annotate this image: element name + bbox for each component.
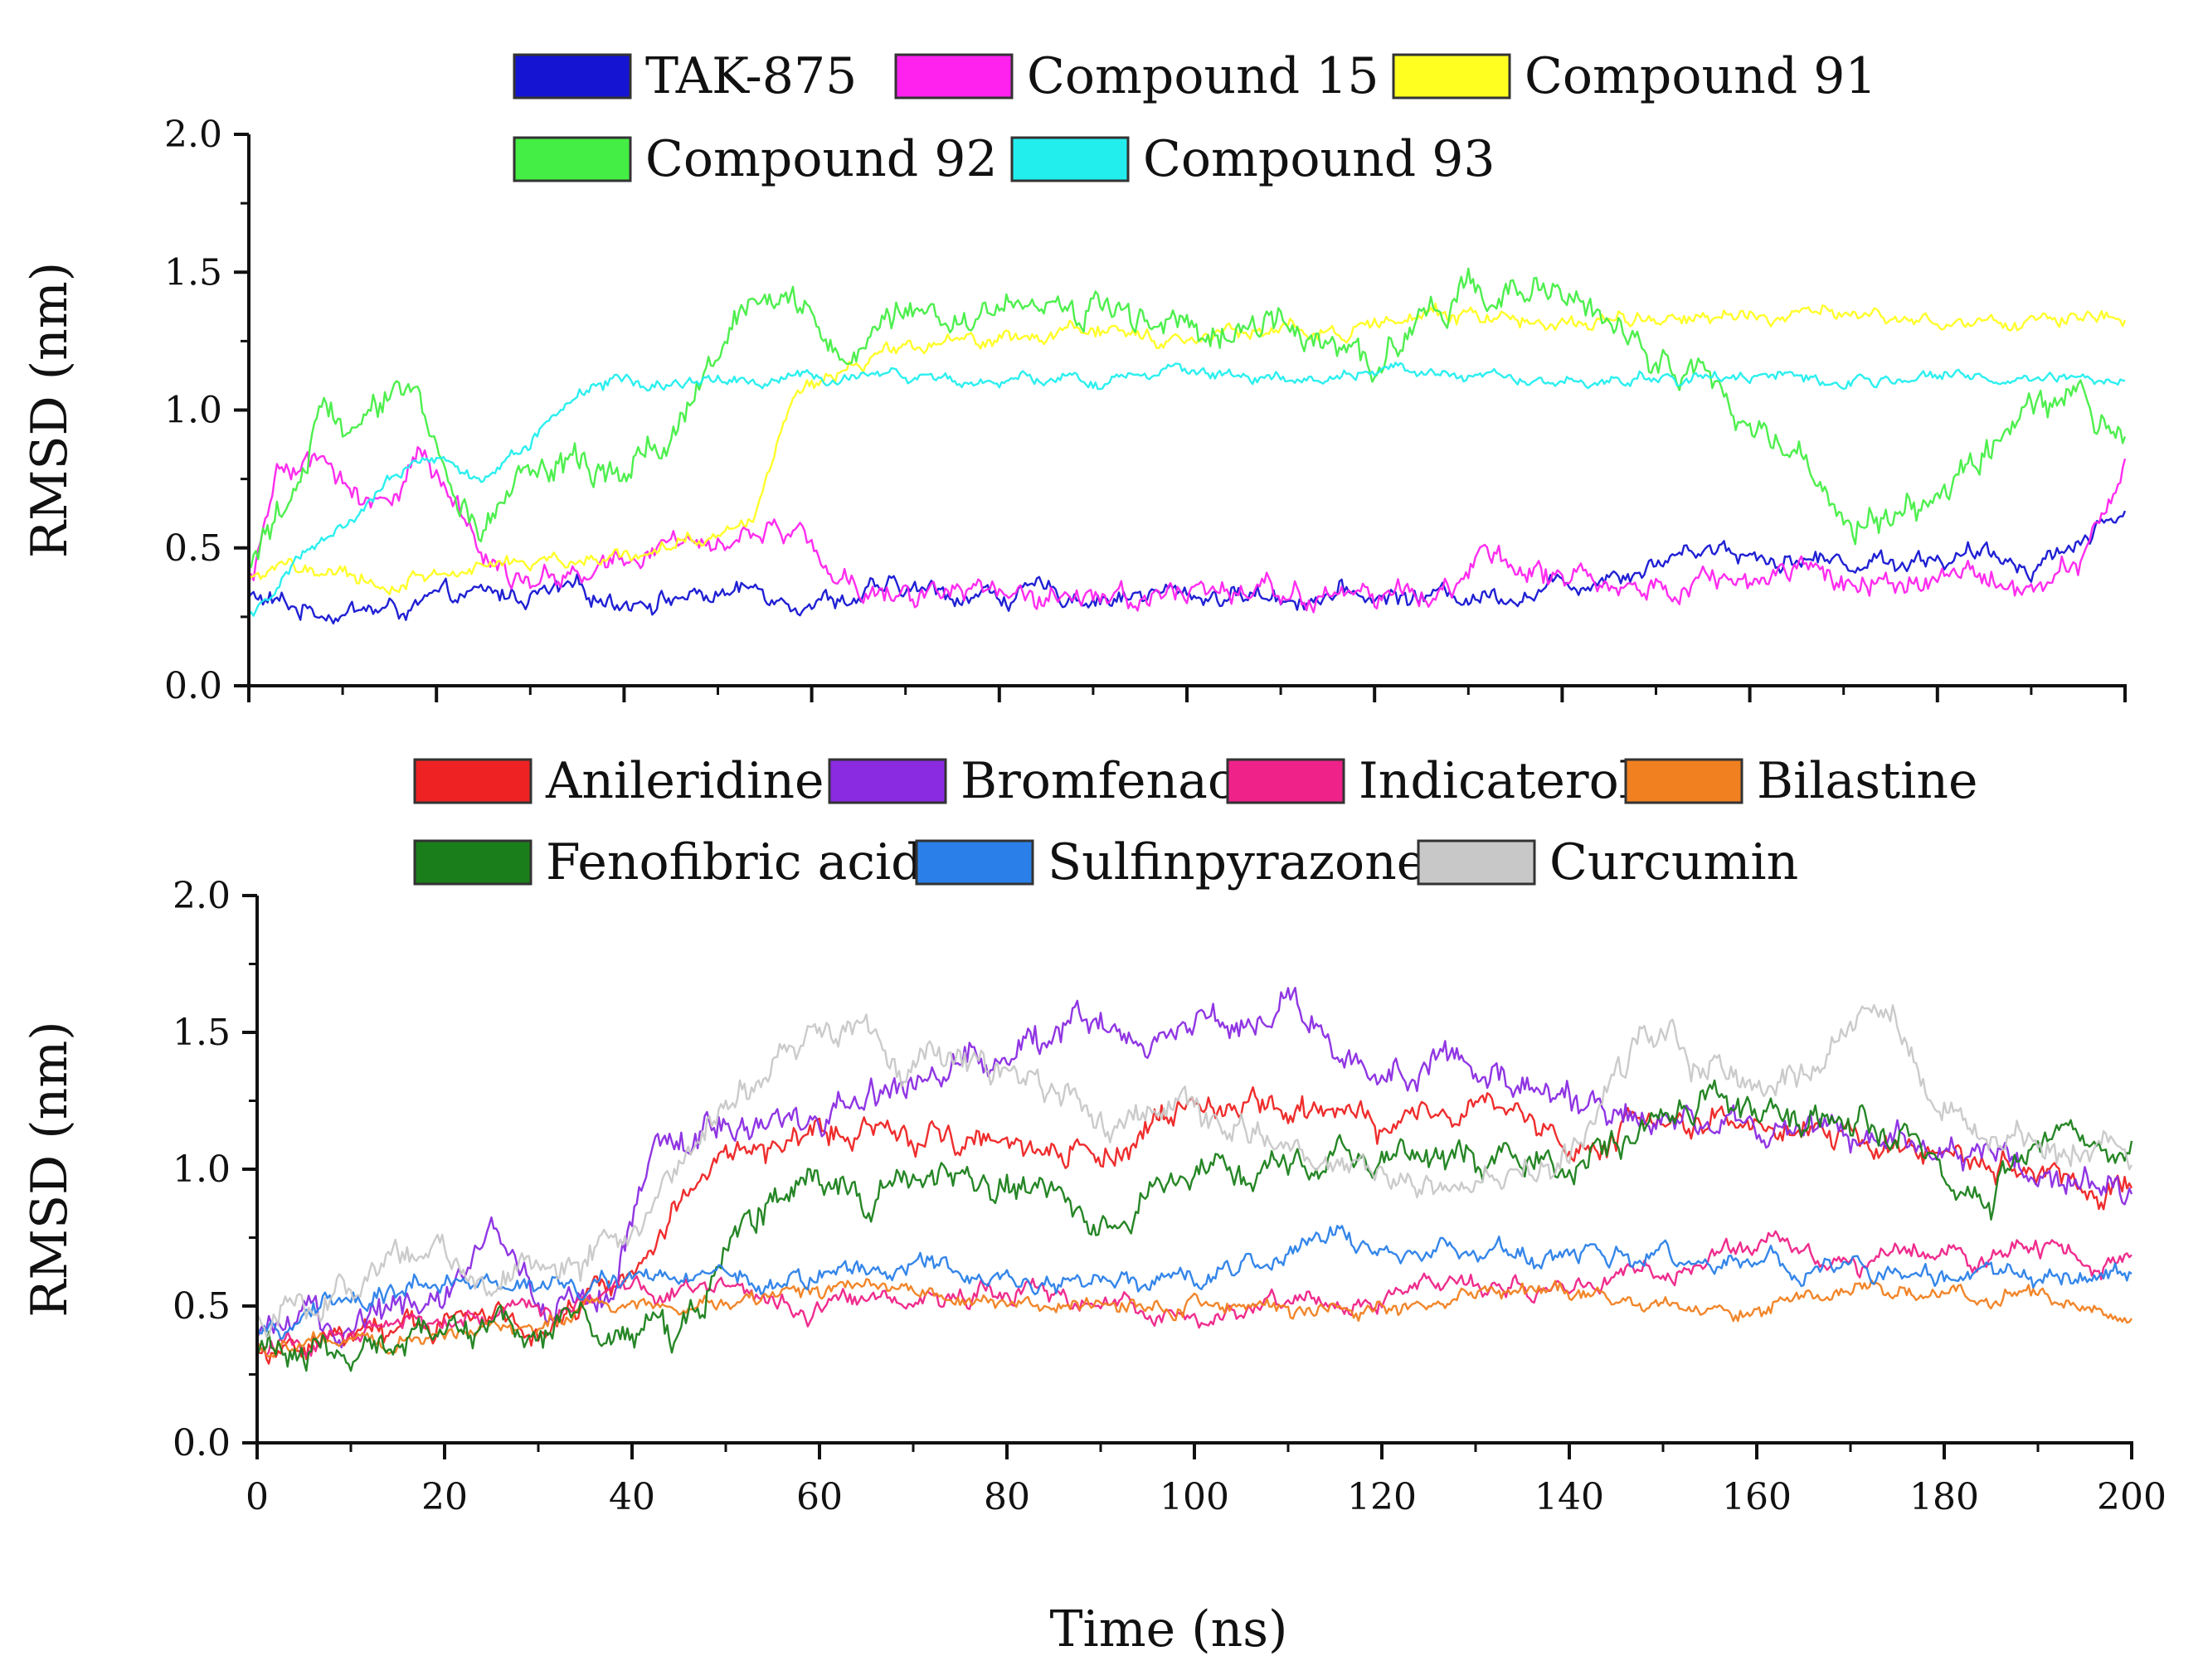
series-line-fenofibric-acid	[255, 1079, 2133, 1372]
series-line-tak-875	[248, 510, 2127, 625]
axes: 0.0 0.5 1.0 1.5 2.0 0 20 40 60 80 100 120 140 160 180 2…	[21, 875, 2167, 1518]
legend-swatch	[828, 758, 947, 804]
legend-swatch	[1226, 758, 1345, 804]
legend-label: Sulfinpyrazone	[1048, 833, 1426, 891]
legend-item-curcumin: Curcumin	[1417, 833, 1798, 891]
x-axis-title: Time (ns)	[1050, 1600, 1288, 1658]
y-tick-label: 0.0	[164, 665, 222, 707]
legend-label: Compound 92	[645, 130, 998, 188]
legend-label: Compound 93	[1143, 130, 1495, 188]
x-tick-label: 60	[796, 1476, 843, 1518]
x-tick-label: 200	[2097, 1476, 2167, 1518]
series-line-compound-91	[248, 302, 2127, 595]
legend-item-sulfinpyrazone: Sulfinpyrazone	[915, 833, 1426, 891]
legend-swatch	[513, 136, 632, 182]
legend-label: Indicaterol	[1359, 752, 1635, 810]
series-line-curcumin	[255, 1004, 2133, 1338]
y-axis-title: RMSD (nm)	[21, 1021, 79, 1317]
legend-item-tak-875: TAK-875	[513, 47, 857, 105]
y-tick-label: 1.0	[164, 390, 222, 432]
y-tick-label: 0.5	[164, 527, 222, 570]
legend-item-compound-15: Compound 15	[894, 47, 1379, 105]
legend-item-anileridine: Anileridine	[413, 752, 824, 810]
legend: TAK-875 Compound 15 Compound 91 Compound 92…	[513, 47, 1877, 188]
legend-label: Compound 15	[1027, 47, 1379, 105]
y-tick-label: 1.0	[173, 1148, 231, 1191]
legend-swatch	[413, 839, 533, 886]
legend-swatch	[513, 53, 632, 100]
legend-item-bilastine: Bilastine	[1624, 752, 1977, 810]
legend-swatch	[1624, 758, 1743, 804]
legend-item-fenofibric-acid: Fenofibric acid	[413, 833, 923, 891]
legend-label: Bromfenac	[960, 752, 1236, 810]
y-tick-label: 0.5	[173, 1285, 231, 1328]
legend-swatch	[1417, 839, 1536, 886]
y-tick-label: 0.0	[173, 1422, 231, 1464]
x-tick-label: 120	[1347, 1476, 1417, 1518]
x-tick-label: 160	[1722, 1476, 1792, 1518]
series-lines	[255, 987, 2133, 1372]
y-tick-label: 1.5	[173, 1012, 231, 1054]
legend: Anileridine Bromfenac Indicaterol Bilastine…	[413, 752, 1977, 891]
series-line-sulfinpyrazone	[255, 1225, 2132, 1340]
legend-item-compound-92: Compound 92	[513, 130, 998, 188]
bottom-panel: 0.0 0.5 1.0 1.5 2.0 0 20 40 60 80 100 120 140 160 180 2…	[21, 752, 2167, 1518]
legend-swatch	[915, 839, 1034, 886]
legend-label: Fenofibric acid	[546, 833, 923, 891]
legend-item-compound-93: Compound 93	[1010, 130, 1495, 188]
legend-item-indicaterol: Indicaterol	[1226, 752, 1635, 810]
series-line-compound-92	[248, 267, 2127, 568]
legend-item-bromfenac: Bromfenac	[828, 752, 1236, 810]
x-tick-label: 20	[421, 1476, 468, 1518]
y-tick-label: 1.5	[164, 251, 222, 294]
x-tick-label: 100	[1160, 1476, 1229, 1518]
legend-swatch	[413, 758, 533, 804]
legend-label: Anileridine	[545, 752, 824, 810]
legend-item-compound-91: Compound 91	[1392, 47, 1877, 105]
legend-label: Curcumin	[1549, 833, 1798, 891]
legend-label: Compound 91	[1525, 47, 1877, 105]
legend-swatch	[894, 53, 1014, 100]
x-tick-label: 0	[246, 1476, 269, 1518]
series-lines	[247, 267, 2127, 625]
x-tick-label: 80	[984, 1476, 1030, 1518]
series-line-compound-15	[247, 446, 2127, 614]
legend-label: TAK-875	[645, 47, 857, 105]
legend-swatch	[1392, 53, 1511, 100]
legend-label: Bilastine	[1757, 752, 1977, 810]
series-line-bilastine	[255, 1278, 2132, 1358]
y-tick-label: 2.0	[164, 114, 222, 156]
x-tick-label: 140	[1534, 1476, 1604, 1518]
top-panel: 0.0 0.5 1.0 1.5 2.0 RMSD (nm) TAK-875 Compound …	[21, 47, 2127, 707]
x-tick-label: 40	[609, 1476, 655, 1518]
series-line-compound-93	[247, 362, 2126, 617]
axes: 0.0 0.5 1.0 1.5 2.0 RMSD (nm)	[21, 114, 2127, 707]
legend-swatch	[1010, 136, 1130, 182]
y-axis-title: RMSD (nm)	[21, 262, 79, 558]
x-tick-label: 180	[1909, 1476, 1979, 1518]
y-tick-label: 2.0	[173, 875, 231, 917]
